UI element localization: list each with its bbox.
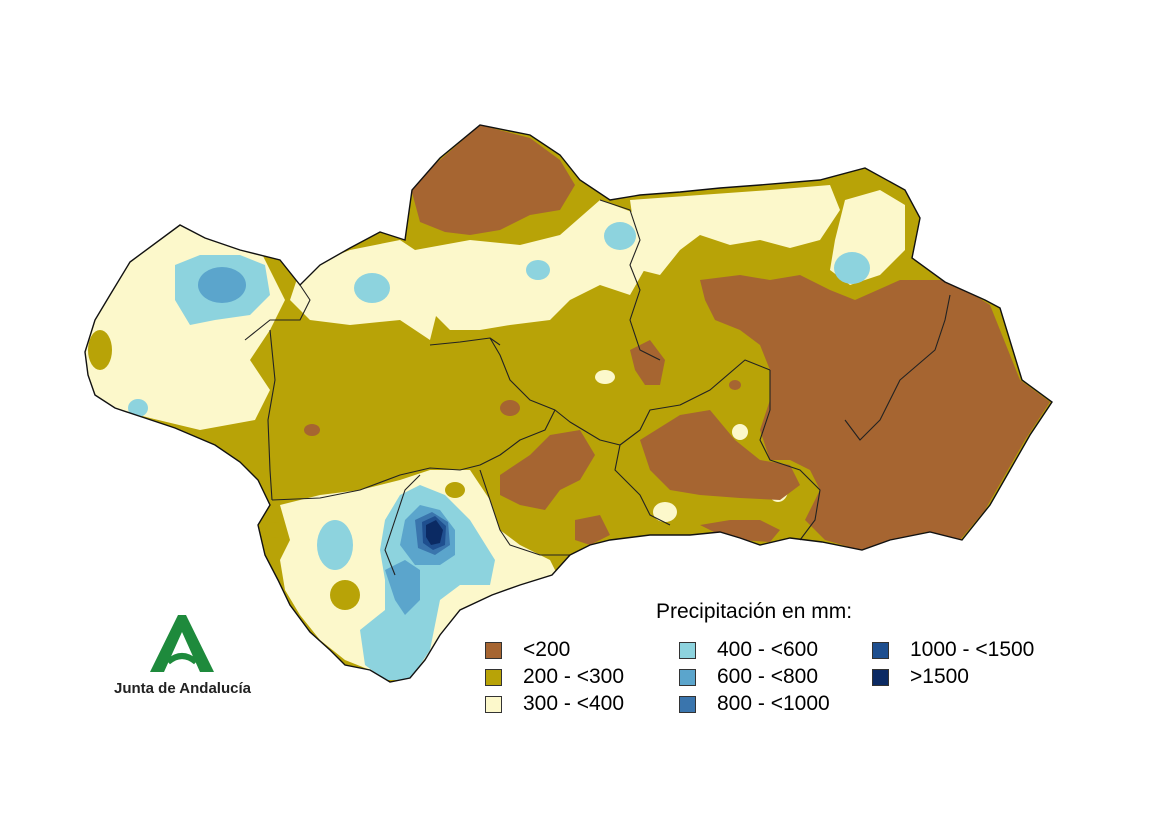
legend-label: 600 - <800 xyxy=(717,665,819,688)
legend-swatch xyxy=(679,695,696,713)
legend-swatch xyxy=(872,668,889,686)
legend-swatch xyxy=(485,641,502,659)
legend-item-400-600: 400 - <600 xyxy=(679,638,818,662)
legend-title: Precipitación en mm: xyxy=(656,600,853,623)
legend-swatch xyxy=(485,668,502,686)
logo: Junta de Andalucía xyxy=(108,610,258,702)
legend-label: 300 - <400 xyxy=(523,692,625,715)
legend-item-300-400: 300 - <400 xyxy=(485,692,624,716)
legend-label: 400 - <600 xyxy=(717,638,819,661)
junta-logo-icon xyxy=(150,615,214,672)
legend-item-200-300: 200 - <300 xyxy=(485,665,624,689)
legend-swatch xyxy=(679,641,696,659)
logo-text: Junta de Andalucía xyxy=(114,680,251,697)
legend-item-gt1500: >1500 xyxy=(872,665,969,689)
legend-label: 1000 - <1500 xyxy=(910,638,1035,661)
legend-item-800-1000: 800 - <1000 xyxy=(679,692,830,716)
legend-swatch xyxy=(485,695,502,713)
legend-item-lt200: <200 xyxy=(485,638,570,662)
legend-item-600-800: 600 - <800 xyxy=(679,665,818,689)
legend-swatch xyxy=(679,668,696,686)
legend: Precipitación en mm: <200 200 - <300 300… xyxy=(485,600,1085,720)
legend-label: <200 xyxy=(523,638,571,661)
legend-label: 200 - <300 xyxy=(523,665,625,688)
legend-swatch xyxy=(872,641,889,659)
legend-label: >1500 xyxy=(910,665,969,688)
legend-label: 800 - <1000 xyxy=(717,692,830,715)
legend-item-1000-1500: 1000 - <1500 xyxy=(872,638,1034,662)
